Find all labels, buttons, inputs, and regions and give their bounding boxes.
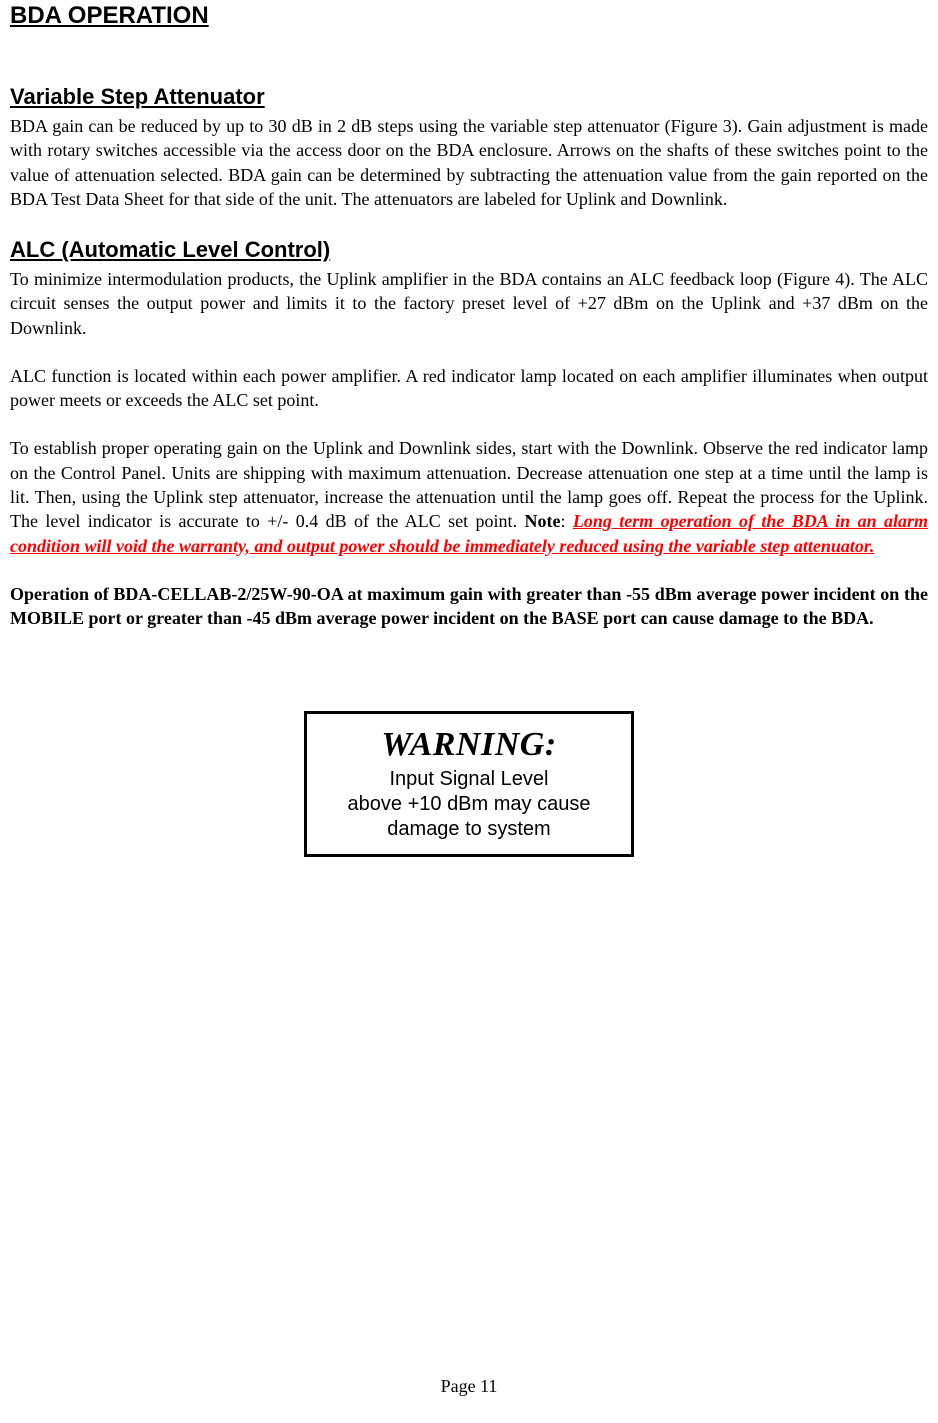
warning-line-3: damage to system (319, 817, 619, 842)
page-number: Page 11 (0, 1374, 938, 1398)
paragraph-alc-function: ALC function is located within each powe… (10, 364, 928, 413)
paragraph-operating-gain: To establish proper operating gain on th… (10, 436, 928, 557)
note-colon: : (560, 511, 572, 531)
note-label: Note (524, 511, 560, 531)
section-heading-alc: ALC (Automatic Level Control) (10, 235, 928, 265)
paragraph-attenuator: BDA gain can be reduced by up to 30 dB i… (10, 114, 928, 211)
warning-line-2: above +10 dBm may cause (319, 792, 619, 817)
warning-box: WARNING: Input Signal Level above +10 dB… (304, 711, 634, 858)
main-heading: BDA OPERATION (10, 0, 928, 32)
paragraph-alc-intro: To minimize intermodulation products, th… (10, 267, 928, 340)
warning-inner: WARNING: Input Signal Level above +10 dB… (304, 711, 634, 858)
section-heading-attenuator: Variable Step Attenuator (10, 82, 928, 112)
warning-title: WARNING: (319, 722, 619, 768)
paragraph-damage-warning: Operation of BDA-CELLAB-2/25W-90-OA at m… (10, 582, 928, 631)
warning-line-1: Input Signal Level (319, 767, 619, 792)
